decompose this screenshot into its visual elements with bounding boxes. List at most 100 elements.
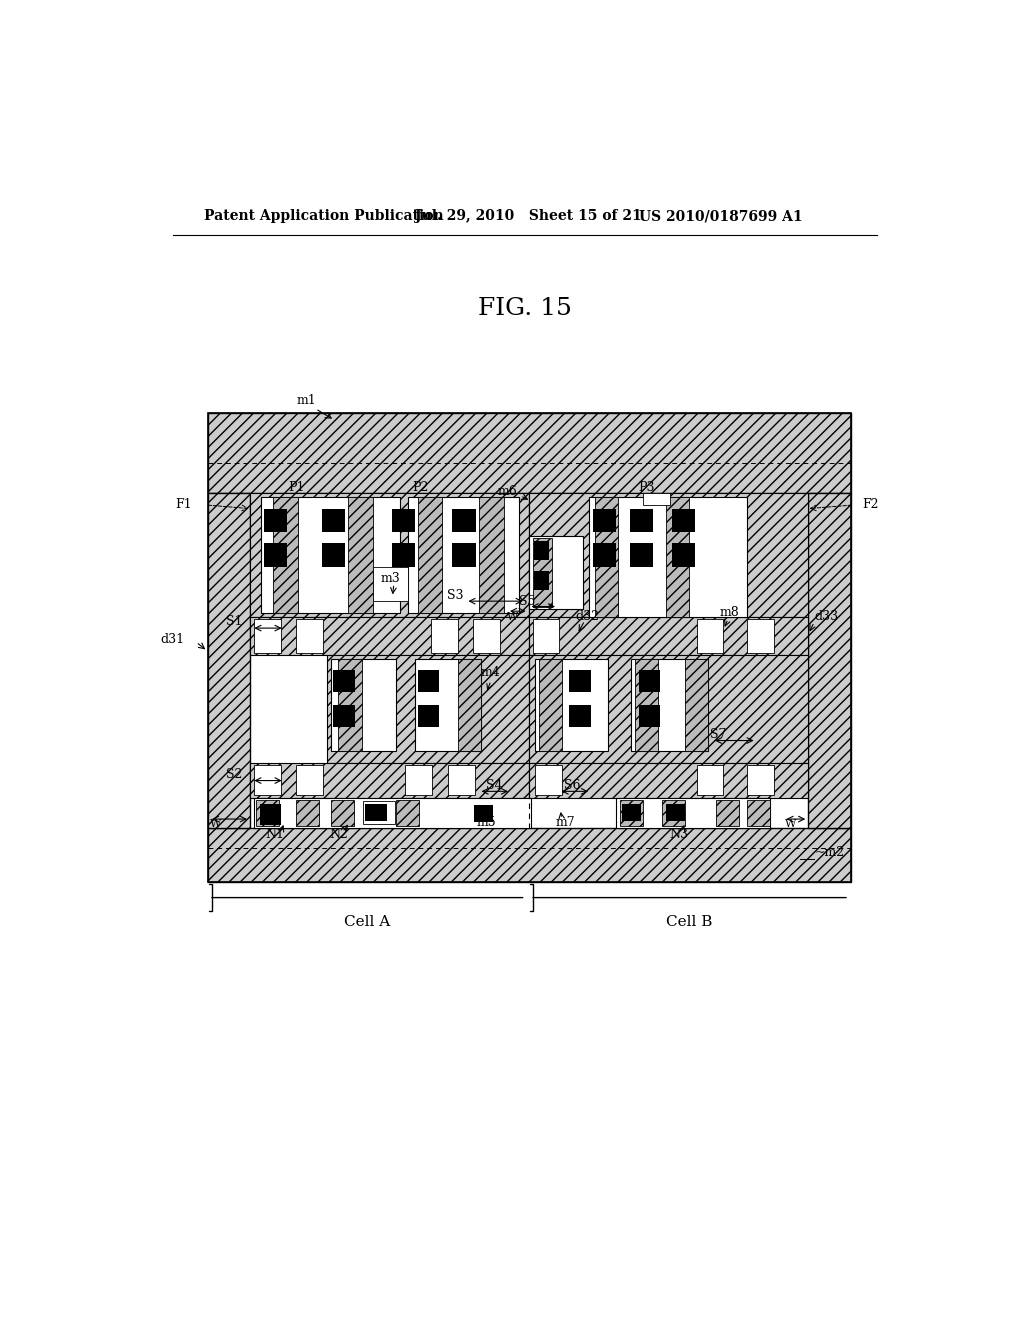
Bar	[408, 498, 519, 612]
Bar	[696, 619, 724, 653]
Bar	[418, 671, 439, 692]
Text: P1: P1	[289, 480, 305, 494]
Bar	[696, 766, 724, 795]
Bar	[473, 619, 500, 653]
Bar	[254, 797, 531, 829]
Text: Patent Application Publication: Patent Application Publication	[204, 209, 443, 223]
Text: S6: S6	[564, 779, 581, 792]
Bar	[474, 805, 494, 822]
Bar	[260, 804, 282, 825]
Bar	[348, 498, 373, 612]
Bar	[392, 544, 416, 566]
Bar	[366, 804, 387, 821]
Bar	[416, 659, 481, 751]
Bar	[331, 659, 396, 751]
Text: N3: N3	[670, 828, 688, 841]
Bar	[808, 494, 851, 829]
Bar	[406, 766, 432, 795]
Text: m8: m8	[720, 606, 739, 619]
Bar	[528, 616, 808, 655]
Bar	[589, 498, 746, 616]
Bar	[528, 494, 589, 528]
Bar	[392, 508, 416, 532]
Bar	[256, 800, 280, 826]
Bar	[208, 413, 851, 882]
Bar	[639, 671, 660, 692]
Text: S3: S3	[447, 589, 464, 602]
Text: d31: d31	[161, 634, 184, 647]
Text: US 2010/0187699 A1: US 2010/0187699 A1	[639, 209, 803, 223]
Text: FIG. 15: FIG. 15	[478, 297, 571, 319]
Bar	[631, 659, 708, 751]
Bar	[264, 508, 287, 532]
Text: N2: N2	[330, 828, 348, 841]
Text: F1: F1	[175, 499, 193, 511]
Text: F2: F2	[862, 499, 879, 511]
Bar	[296, 766, 323, 795]
Bar	[635, 659, 658, 751]
Bar	[746, 766, 773, 795]
Bar	[630, 508, 652, 532]
Text: W: W	[210, 820, 221, 829]
Bar	[746, 619, 773, 653]
Bar	[250, 616, 528, 655]
Bar	[373, 566, 408, 601]
Bar	[622, 804, 641, 821]
Bar	[418, 705, 439, 726]
Text: d32: d32	[575, 610, 600, 623]
Text: m3: m3	[381, 572, 400, 585]
Bar	[333, 705, 354, 726]
Bar	[662, 800, 685, 826]
Text: N1: N1	[265, 828, 285, 841]
Bar	[453, 508, 475, 532]
Bar	[250, 494, 808, 829]
Bar	[528, 494, 808, 616]
Bar	[639, 705, 660, 726]
Bar	[296, 619, 323, 653]
Bar	[250, 763, 528, 797]
Bar	[447, 766, 475, 795]
Bar	[595, 498, 617, 616]
Bar	[716, 800, 739, 826]
Bar	[535, 659, 608, 751]
Bar	[569, 705, 591, 726]
Text: S2: S2	[226, 768, 243, 781]
Text: Jul. 29, 2010   Sheet 15 of 21: Jul. 29, 2010 Sheet 15 of 21	[416, 209, 642, 223]
Bar	[620, 800, 643, 826]
Text: m5: m5	[477, 816, 497, 829]
Text: ~m2: ~m2	[814, 846, 845, 859]
Bar	[333, 671, 354, 692]
Bar	[254, 619, 281, 653]
Bar	[479, 498, 504, 612]
Text: W: W	[507, 611, 518, 622]
Bar	[528, 536, 583, 609]
Bar	[666, 498, 689, 616]
Bar	[535, 572, 550, 590]
Bar	[264, 544, 287, 566]
Text: Cell B: Cell B	[667, 915, 713, 928]
Bar	[593, 544, 615, 566]
Bar	[685, 659, 708, 751]
Bar	[273, 498, 298, 612]
Bar	[539, 659, 562, 751]
Text: P3: P3	[639, 480, 655, 494]
Bar	[418, 498, 442, 612]
Text: m1: m1	[296, 395, 315, 408]
Bar	[532, 619, 559, 653]
Bar	[569, 671, 591, 692]
Bar	[250, 494, 528, 616]
Bar	[458, 659, 481, 751]
Bar	[431, 619, 458, 653]
Bar	[322, 508, 345, 532]
Bar	[208, 413, 851, 494]
Bar	[593, 508, 615, 532]
Text: Cell A: Cell A	[344, 915, 390, 928]
Text: S5: S5	[518, 594, 535, 607]
Text: S1: S1	[225, 615, 243, 628]
Text: m4: m4	[481, 667, 501, 680]
Bar	[453, 544, 475, 566]
Bar	[535, 541, 550, 561]
Text: m7: m7	[556, 816, 575, 829]
Text: m6: m6	[498, 484, 517, 498]
Bar	[666, 804, 685, 821]
